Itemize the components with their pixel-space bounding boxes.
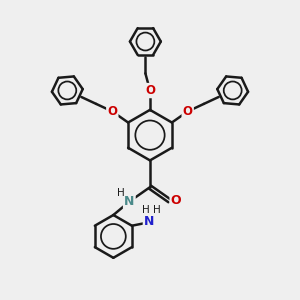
Text: N: N: [124, 195, 134, 208]
Text: O: O: [145, 84, 155, 97]
Text: O: O: [183, 105, 193, 118]
Text: H: H: [153, 205, 161, 215]
Text: H: H: [117, 188, 125, 198]
Text: O: O: [107, 105, 117, 118]
Text: N: N: [144, 215, 154, 228]
Text: O: O: [171, 194, 181, 207]
Text: H: H: [142, 205, 150, 215]
